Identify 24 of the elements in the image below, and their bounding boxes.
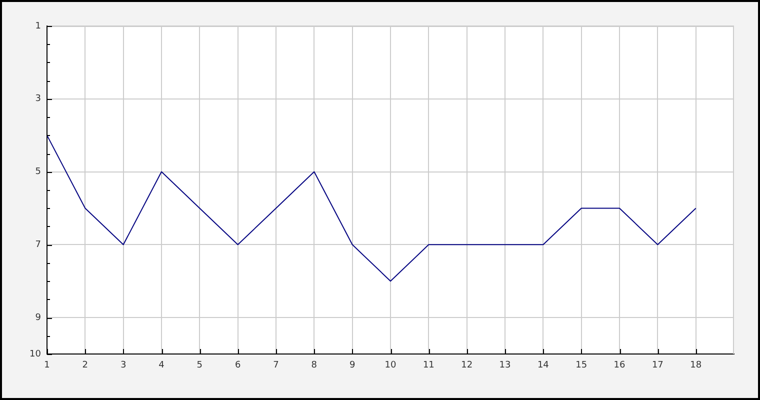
y-tick-label: 9 [35, 312, 42, 323]
x-tick-label: 12 [461, 360, 473, 371]
y-tick-label: 5 [35, 167, 41, 178]
y-tick-label: 3 [35, 94, 41, 104]
x-tick-label: 5 [196, 360, 203, 371]
x-tick-label: 8 [311, 360, 318, 371]
y-tick-label: 7 [35, 240, 41, 250]
x-tick-label: 14 [537, 360, 550, 371]
x-tick-label: 9 [349, 360, 356, 371]
x-tick-label: 2 [82, 360, 88, 371]
x-tick-label: 11 [422, 360, 434, 371]
x-tick-label: 18 [690, 360, 702, 371]
x-tick-label: 4 [158, 360, 165, 371]
y-tick-label: 10 [30, 349, 42, 360]
x-tick-label: 15 [576, 360, 588, 371]
x-tick-label: 16 [614, 360, 626, 371]
x-tick-label: 3 [120, 360, 126, 371]
x-tick-label: 6 [234, 360, 241, 371]
x-tick-label: 13 [499, 360, 511, 371]
y-tick-label: 1 [35, 21, 41, 32]
x-tick-label: 1 [44, 360, 50, 371]
x-tick-label: 17 [652, 360, 664, 371]
x-tick-label: 7 [273, 360, 279, 371]
x-tick-label: 10 [384, 360, 396, 371]
